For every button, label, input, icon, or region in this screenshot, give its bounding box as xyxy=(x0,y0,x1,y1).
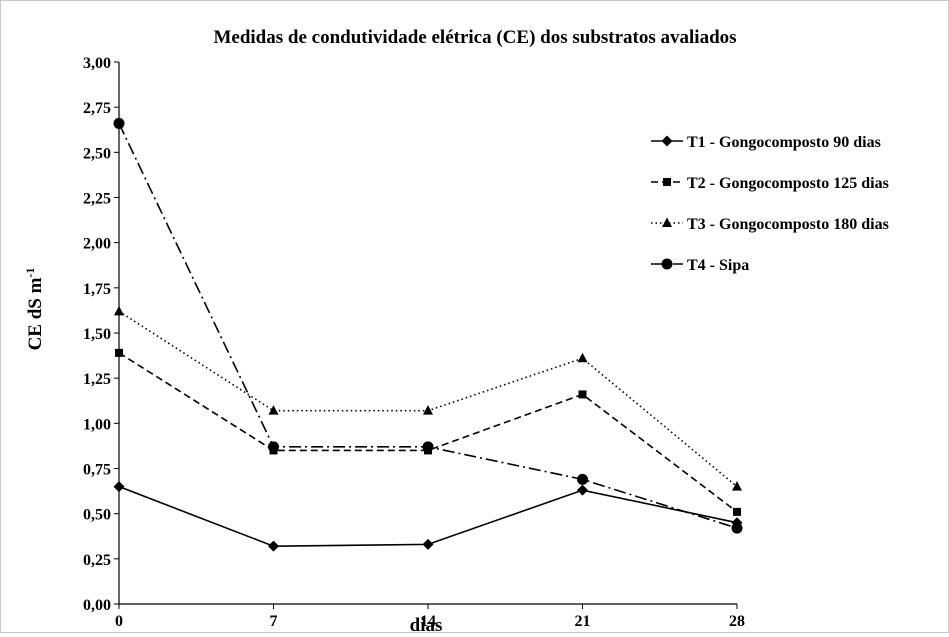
series-2-point xyxy=(733,507,741,516)
y-tick-label: 0,75 xyxy=(83,462,111,479)
legend-marker xyxy=(661,135,673,147)
chart-title: Medidas de condutividade elétrica (CE) d… xyxy=(213,27,736,48)
legend-item-1: T1 - Gongocomposto 90 dias xyxy=(651,134,881,151)
y-tick-label: 0,50 xyxy=(83,507,111,524)
series-4 xyxy=(113,117,743,534)
series-3-point xyxy=(268,405,279,415)
x-tick-label: 21 xyxy=(575,613,591,630)
x-tick-label: 0 xyxy=(115,613,123,630)
legend-label: T4 - Sipa xyxy=(687,257,749,274)
legend-label: T3 - Gongocomposto 180 dias xyxy=(687,216,889,233)
x-tick-label: 14 xyxy=(420,613,436,630)
y-axis-label: CE dS m-1 xyxy=(23,268,46,351)
series-2 xyxy=(115,348,741,516)
series-1-point xyxy=(577,484,588,496)
legend: T1 - Gongocomposto 90 dias T2 - Gongocomp… xyxy=(651,134,889,274)
series-2-line xyxy=(118,352,738,513)
series-layer xyxy=(113,117,743,552)
y-tick-label: 1,00 xyxy=(83,416,111,433)
series-1-line xyxy=(118,485,738,547)
series-3-line xyxy=(118,310,738,488)
series-3-point xyxy=(114,305,124,316)
x-axis-label: dias xyxy=(410,615,443,632)
series-4-point xyxy=(577,473,588,485)
y-axis-label-superscript: -1 xyxy=(23,268,37,278)
y-tick-label: 1,50 xyxy=(83,326,111,343)
y-tick-label: 2,50 xyxy=(83,145,111,162)
legend-marker xyxy=(661,258,673,270)
series-4-point xyxy=(731,522,743,534)
y-tick-label: 1,25 xyxy=(83,371,111,388)
legend-item-3: T3 - Gongocomposto 180 dias xyxy=(651,216,889,233)
legend-marker xyxy=(662,217,672,227)
series-3 xyxy=(114,305,742,491)
y-tick-label: 2,75 xyxy=(83,100,111,117)
y-tick-label: 1,75 xyxy=(83,281,111,298)
y-tick-label: 0,00 xyxy=(83,597,111,614)
legend-item-4: T4 - Sipa xyxy=(651,257,749,274)
x-tick-label: 28 xyxy=(729,613,745,630)
series-3-point xyxy=(423,405,433,415)
series-2-point xyxy=(115,348,123,357)
series-4-line xyxy=(118,123,738,529)
y-tick-label: 2,00 xyxy=(83,236,111,253)
y-tick-label: 3,00 xyxy=(83,55,111,72)
series-1-point xyxy=(113,481,125,493)
y-tick-label: 2,25 xyxy=(83,191,111,208)
x-tick-label: 7 xyxy=(270,613,278,630)
series-1-point xyxy=(422,538,434,550)
series-3-point xyxy=(577,352,588,363)
legend-label: T2 - Gongocomposto 125 dias xyxy=(687,175,889,192)
y-tick-label: 0,25 xyxy=(83,552,111,569)
legend-marker xyxy=(663,178,671,186)
series-1-point xyxy=(268,540,279,552)
series-2-point xyxy=(578,390,587,399)
series-3-point xyxy=(732,481,742,491)
series-1 xyxy=(113,481,743,552)
axes: 0,00 0,25 0,50 0,75 1,00 1,25 1,50 1,75 2,00 2,25… xyxy=(83,55,745,630)
series-4-point xyxy=(422,441,434,453)
legend-item-2: T2 - Gongocomposto 125 dias xyxy=(651,175,889,192)
series-4-point xyxy=(268,441,279,453)
legend-label: T1 - Gongocomposto 90 dias xyxy=(687,134,881,151)
y-axis-label-main: CE dS m xyxy=(25,277,46,350)
svg-text:CE dS m-1: CE dS m-1 xyxy=(23,268,46,351)
series-4-point xyxy=(113,117,125,129)
